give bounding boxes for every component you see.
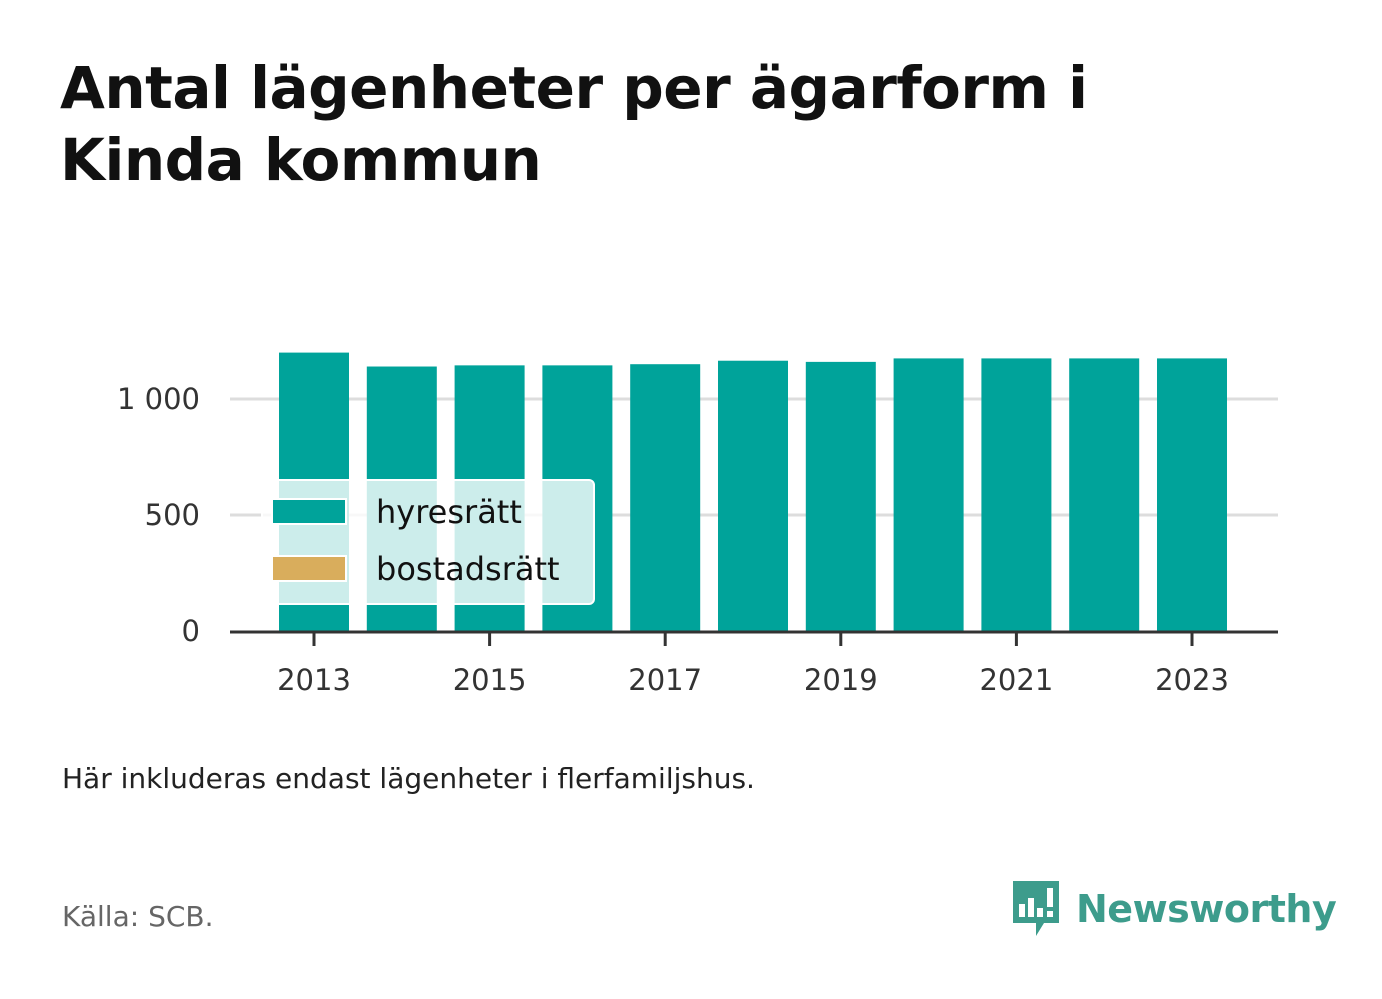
brand-name: Newsworthy bbox=[1076, 887, 1337, 931]
bar-chart-speech-bubble-icon bbox=[1013, 881, 1059, 936]
y-tick-label: 0 bbox=[182, 614, 200, 648]
chart-title: Antal lägenheter per ägarform i Kinda ko… bbox=[60, 54, 1088, 194]
x-tick-label: 2015 bbox=[453, 663, 527, 697]
x-tick-label: 2021 bbox=[979, 663, 1053, 697]
axes: 0 500 1 000 2013 2015 2017 2019 2021 2023 bbox=[117, 382, 1278, 697]
legend: hyresrätt bostadsrätt bbox=[261, 479, 595, 605]
legend-label: hyresrätt bbox=[376, 493, 522, 531]
bar-2019 bbox=[805, 361, 876, 631]
bar-2018 bbox=[718, 360, 788, 631]
x-tick-label: 2019 bbox=[804, 663, 878, 697]
source-text: Källa: SCB. bbox=[62, 900, 214, 933]
x-tick-label: 2013 bbox=[277, 663, 351, 697]
x-tick-label: 2017 bbox=[628, 663, 702, 697]
legend-swatch bbox=[271, 555, 347, 582]
y-tick-label: 1 000 bbox=[117, 382, 200, 416]
x-tick-label: 2023 bbox=[1155, 663, 1229, 697]
bar-2023 bbox=[1157, 358, 1227, 631]
bar-2022 bbox=[1069, 358, 1140, 631]
y-tick-label: 500 bbox=[145, 498, 200, 532]
legend-swatch bbox=[271, 498, 347, 525]
brand-logo: Newsworthy bbox=[1010, 878, 1337, 940]
legend-label: bostadsrätt bbox=[376, 550, 560, 588]
bar-2021 bbox=[981, 358, 1052, 631]
bar-2020 bbox=[893, 358, 964, 631]
chart-note: Här inkluderas endast lägenheter i flerf… bbox=[62, 762, 755, 795]
bar-2017 bbox=[630, 364, 701, 631]
